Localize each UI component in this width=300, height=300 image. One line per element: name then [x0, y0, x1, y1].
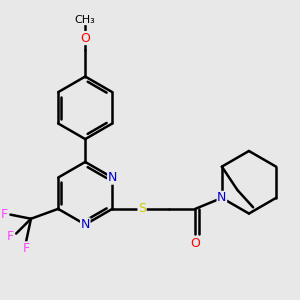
Text: CH₃: CH₃ — [75, 15, 96, 25]
Text: F: F — [22, 242, 30, 255]
Text: F: F — [7, 230, 14, 242]
Text: O: O — [190, 237, 200, 250]
Text: N: N — [217, 191, 226, 204]
Text: F: F — [1, 208, 8, 221]
Text: O: O — [80, 32, 90, 44]
Text: S: S — [138, 202, 146, 215]
Text: N: N — [108, 171, 117, 184]
Text: N: N — [81, 218, 90, 231]
